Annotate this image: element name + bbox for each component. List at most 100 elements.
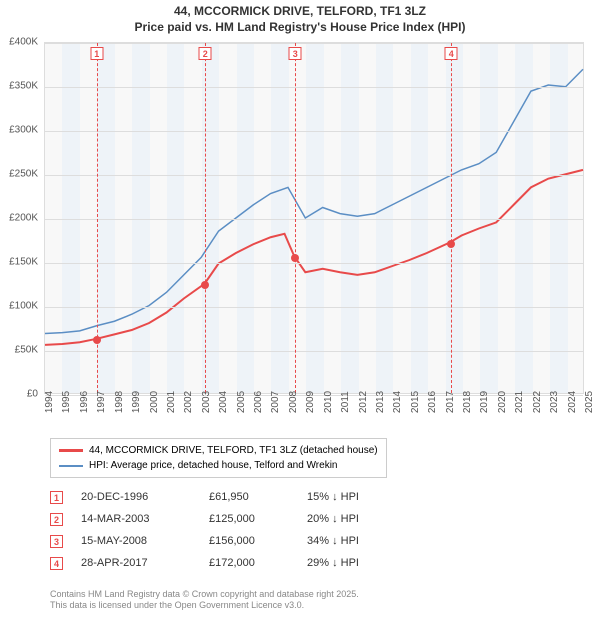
legend-item-price-paid: 44, MCCORMICK DRIVE, TELFORD, TF1 3LZ (d… (59, 443, 378, 458)
x-tick-label: 2024 (567, 391, 578, 413)
sale-point (291, 254, 299, 262)
x-tick-label: 2014 (392, 391, 403, 413)
plot-area: 1 2 3 4 (44, 42, 584, 394)
sales-marker: 4 (50, 557, 63, 570)
title-line-2: Price paid vs. HM Land Registry's House … (0, 20, 600, 36)
footer-line-1: Contains HM Land Registry data © Crown c… (50, 589, 359, 601)
gridline-h (45, 87, 583, 88)
event-marker: 3 (289, 47, 302, 60)
x-tick-label: 1997 (96, 391, 107, 413)
x-tick-label: 2002 (183, 391, 194, 413)
y-tick-label: £0 (27, 389, 38, 400)
x-tick-label: 2022 (532, 391, 543, 413)
x-tick-label: 2001 (166, 391, 177, 413)
x-tick-label: 2009 (305, 391, 316, 413)
sales-date: 14-MAR-2003 (81, 513, 191, 525)
gridline-h (45, 43, 583, 44)
x-tick-label: 2008 (288, 391, 299, 413)
sales-diff: 34% ↓ HPI (307, 535, 387, 547)
y-axis: £0£50K£100K£150K£200K£250K£300K£350K£400… (0, 42, 42, 394)
sales-marker: 2 (50, 513, 63, 526)
sales-date: 28-APR-2017 (81, 557, 191, 569)
sales-price: £156,000 (209, 535, 289, 547)
x-tick-label: 2015 (410, 391, 421, 413)
x-tick-label: 2000 (149, 391, 160, 413)
gridline-h (45, 263, 583, 264)
x-tick-label: 1996 (79, 391, 90, 413)
x-tick-label: 2003 (201, 391, 212, 413)
x-tick-label: 2006 (253, 391, 264, 413)
sales-date: 15-MAY-2008 (81, 535, 191, 547)
sales-price: £172,000 (209, 557, 289, 569)
x-tick-label: 2018 (462, 391, 473, 413)
y-tick-label: £400K (9, 37, 38, 48)
x-tick-label: 1998 (114, 391, 125, 413)
sales-diff: 29% ↓ HPI (307, 557, 387, 569)
y-tick-label: £300K (9, 125, 38, 136)
x-tick-label: 2012 (358, 391, 369, 413)
gridline-h (45, 175, 583, 176)
x-tick-label: 2019 (479, 391, 490, 413)
series-price_paid (45, 170, 583, 345)
sales-row: 2 14-MAR-2003 £125,000 20% ↓ HPI (50, 508, 387, 530)
legend-item-hpi: HPI: Average price, detached house, Telf… (59, 458, 378, 473)
legend: 44, MCCORMICK DRIVE, TELFORD, TF1 3LZ (d… (50, 438, 387, 478)
gridline-h (45, 131, 583, 132)
sale-point (201, 281, 209, 289)
y-tick-label: £200K (9, 213, 38, 224)
sale-point (447, 240, 455, 248)
legend-label-price-paid: 44, MCCORMICK DRIVE, TELFORD, TF1 3LZ (d… (89, 443, 378, 458)
y-tick-label: £250K (9, 169, 38, 180)
gridline-h (45, 219, 583, 220)
x-tick-label: 2011 (340, 391, 351, 413)
y-tick-label: £100K (9, 301, 38, 312)
gridline-h (45, 307, 583, 308)
event-marker: 1 (90, 47, 103, 60)
series-lines (45, 43, 583, 393)
sales-row: 3 15-MAY-2008 £156,000 34% ↓ HPI (50, 530, 387, 552)
x-tick-label: 1995 (61, 391, 72, 413)
sales-row: 4 28-APR-2017 £172,000 29% ↓ HPI (50, 552, 387, 574)
legend-label-hpi: HPI: Average price, detached house, Telf… (89, 458, 338, 473)
event-line (451, 43, 452, 393)
event-line (295, 43, 296, 393)
x-tick-label: 2023 (549, 391, 560, 413)
title-line-1: 44, MCCORMICK DRIVE, TELFORD, TF1 3LZ (0, 4, 600, 20)
event-line (205, 43, 206, 393)
x-tick-label: 2020 (497, 391, 508, 413)
y-tick-label: £350K (9, 81, 38, 92)
x-tick-label: 2007 (270, 391, 281, 413)
gridline-h (45, 351, 583, 352)
attribution-footer: Contains HM Land Registry data © Crown c… (50, 589, 359, 612)
sales-diff: 20% ↓ HPI (307, 513, 387, 525)
event-marker: 4 (445, 47, 458, 60)
sales-diff: 15% ↓ HPI (307, 491, 387, 503)
x-tick-label: 2004 (218, 391, 229, 413)
sales-marker: 1 (50, 491, 63, 504)
legend-swatch-hpi (59, 465, 83, 467)
x-tick-label: 2005 (236, 391, 247, 413)
chart-title: 44, MCCORMICK DRIVE, TELFORD, TF1 3LZ Pr… (0, 0, 600, 35)
sales-date: 20-DEC-1996 (81, 491, 191, 503)
x-tick-label: 1999 (131, 391, 142, 413)
event-marker: 2 (199, 47, 212, 60)
series-hpi (45, 69, 583, 333)
sales-row: 1 20-DEC-1996 £61,950 15% ↓ HPI (50, 486, 387, 508)
legend-swatch-price-paid (59, 449, 83, 452)
x-tick-label: 2010 (323, 391, 334, 413)
x-tick-label: 2025 (584, 391, 595, 413)
sale-point (93, 336, 101, 344)
sales-price: £61,950 (209, 491, 289, 503)
x-tick-label: 2017 (445, 391, 456, 413)
x-tick-label: 2016 (427, 391, 438, 413)
sales-price: £125,000 (209, 513, 289, 525)
footer-line-2: This data is licensed under the Open Gov… (50, 600, 359, 612)
x-tick-label: 1994 (44, 391, 55, 413)
x-tick-label: 2021 (514, 391, 525, 413)
chart-container: 44, MCCORMICK DRIVE, TELFORD, TF1 3LZ Pr… (0, 0, 600, 620)
y-tick-label: £150K (9, 257, 38, 268)
sales-marker: 3 (50, 535, 63, 548)
y-tick-label: £50K (15, 345, 38, 356)
sales-table: 1 20-DEC-1996 £61,950 15% ↓ HPI 2 14-MAR-2003… (50, 486, 387, 574)
x-tick-label: 2013 (375, 391, 386, 413)
